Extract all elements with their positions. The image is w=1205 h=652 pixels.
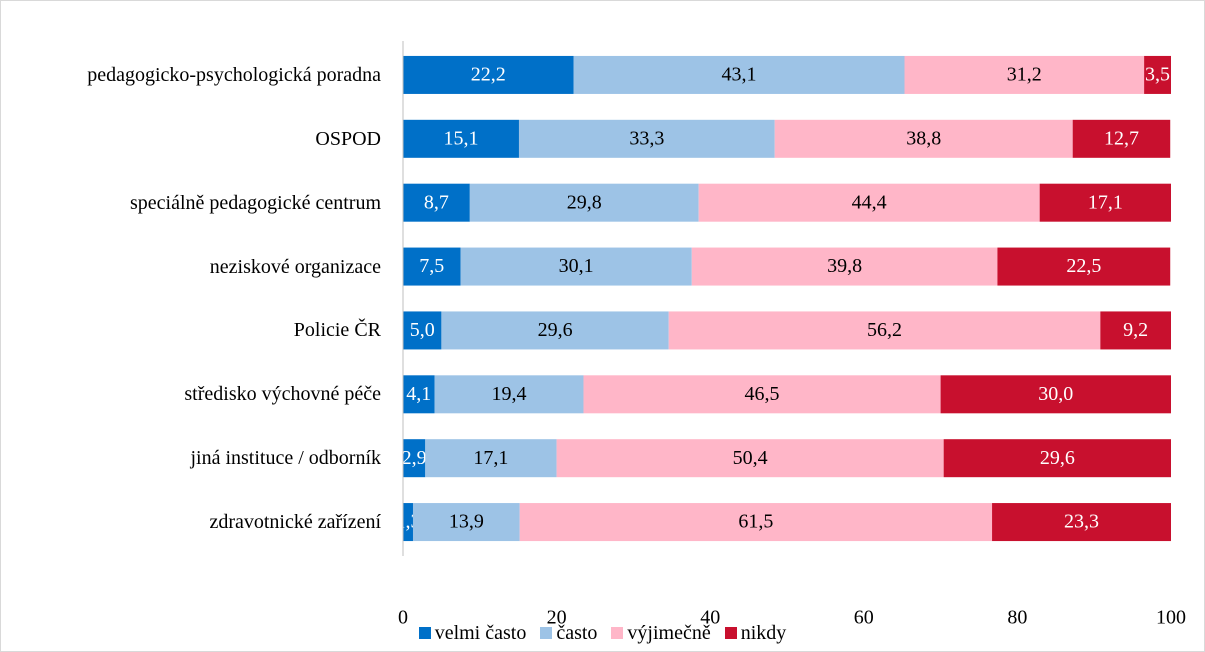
y-tick-label: OSPOD [315, 127, 381, 150]
legend-swatch [418, 627, 431, 639]
data-label: 46,5 [745, 383, 780, 405]
data-label: 30,0 [1038, 383, 1073, 405]
legend-item: výjimečně [611, 622, 711, 645]
data-label: 33,3 [629, 127, 664, 149]
legend-item: nikdy [724, 622, 787, 645]
bar-segment [556, 439, 944, 478]
bar-segment [992, 503, 1171, 542]
data-label: 39,8 [827, 255, 862, 277]
bar-segment [403, 503, 413, 542]
y-tick-label: jiná instituce / odborník [190, 447, 381, 470]
bar-segment [434, 375, 584, 414]
bar-segment [1072, 119, 1171, 158]
data-label: 23,3 [1064, 511, 1099, 533]
legend-label: velmi často [434, 622, 527, 644]
data-label: 9,2 [1123, 319, 1148, 341]
data-label: 61,5 [738, 511, 773, 533]
data-label: 22,5 [1066, 255, 1101, 277]
y-tick-label: pedagogicko-psychologická poradna [87, 63, 381, 86]
x-tick-label: 100 [1156, 607, 1186, 629]
x-tick-label: 60 [854, 607, 874, 629]
y-tick-label: středisko výchovné péče [184, 383, 381, 406]
bar-segment [403, 247, 461, 286]
data-label: 3,5 [1145, 64, 1170, 86]
bar-segment [774, 119, 1073, 158]
y-tick-label: Policie ČR [293, 319, 381, 342]
data-label: 13,9 [449, 511, 484, 533]
y-tick-label: speciálně pedagogické centrum [130, 191, 381, 214]
legend: velmi často často výjimečně nikdy [0, 622, 1205, 645]
bar-segment [573, 55, 905, 94]
data-label: 15,1 [443, 127, 478, 149]
data-label: 50,4 [733, 447, 768, 469]
data-label: 44,4 [852, 191, 887, 213]
legend-swatch [724, 627, 737, 639]
bar-segment [403, 119, 519, 158]
data-label: 17,1 [473, 447, 508, 469]
bar-segment [698, 183, 1040, 222]
data-label: 22,2 [471, 64, 506, 86]
bar-segment [583, 375, 941, 414]
legend-swatch [540, 627, 553, 639]
y-tick-label: neziskové organizace [209, 255, 381, 278]
legend-swatch [611, 627, 624, 639]
bar-segment [460, 247, 692, 286]
data-label: 56,2 [867, 319, 902, 341]
bar-segment [1144, 55, 1171, 94]
bar-segment [943, 439, 1171, 478]
bar-segment [940, 375, 1171, 414]
bar-segment [403, 375, 435, 414]
data-label: 29,8 [567, 191, 602, 213]
legend-item: velmi často [418, 622, 527, 645]
data-label: 7,5 [419, 255, 444, 277]
bar-segment [425, 439, 557, 478]
bar-segment [1039, 183, 1171, 222]
data-label: 29,6 [1040, 447, 1075, 469]
data-label: 8,7 [424, 191, 449, 213]
legend-item: často [540, 622, 597, 645]
bar-segment [904, 55, 1145, 94]
bar-segment [691, 247, 998, 286]
bar-segment [668, 311, 1101, 350]
bar-segment [412, 503, 520, 542]
bar-segment [997, 247, 1171, 286]
data-label: 30,1 [559, 255, 594, 277]
y-tick-label: zdravotnické zařízení [209, 511, 381, 534]
data-label: 38,8 [906, 127, 941, 149]
data-label: 2,9 [402, 447, 427, 469]
bar-segment [519, 503, 993, 542]
bar-segment [469, 183, 699, 222]
data-label: 29,6 [538, 319, 573, 341]
data-label: 43,1 [722, 64, 757, 86]
bar-segment [1100, 311, 1171, 350]
data-label: 4,1 [406, 383, 431, 405]
bar-segment [403, 55, 574, 94]
data-label: 31,2 [1007, 64, 1042, 86]
legend-label: nikdy [740, 622, 787, 644]
bar-segment [518, 119, 775, 158]
data-label: 19,4 [491, 383, 526, 405]
bar-segment [403, 311, 442, 350]
legend-label: často [556, 622, 598, 644]
bar-segment [403, 439, 426, 478]
x-tick-label: 40 [700, 607, 720, 629]
data-label: 5,0 [410, 319, 435, 341]
bar-segment [403, 183, 470, 222]
x-tick-label: 80 [1007, 607, 1027, 629]
x-tick-label: 0 [398, 607, 408, 629]
bar-segment [441, 311, 669, 350]
data-label: 17,1 [1088, 191, 1123, 213]
data-label: 12,7 [1104, 127, 1139, 149]
legend-label: výjimečně [627, 622, 711, 644]
x-tick-label: 20 [547, 607, 567, 629]
